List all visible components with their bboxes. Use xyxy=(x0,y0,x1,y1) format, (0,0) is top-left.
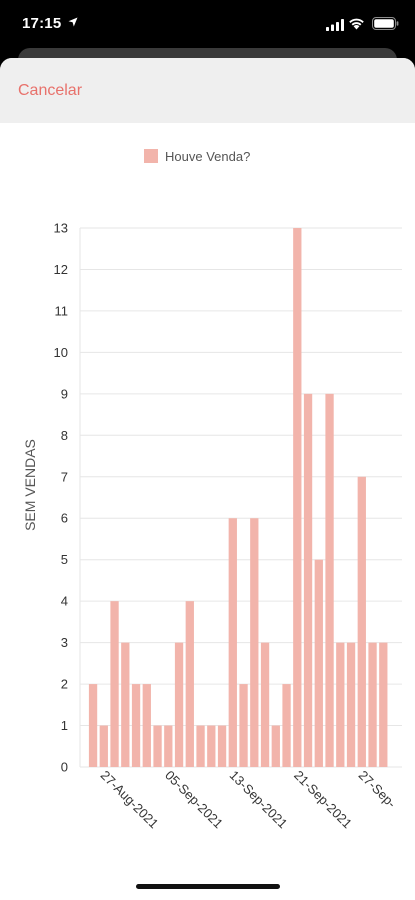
y-tick-label: 7 xyxy=(61,469,68,484)
bar[interactable] xyxy=(282,684,291,767)
x-axis-ticks: 27-Aug-2021 05-Sep-2021 13-Sep-2021 21-Sep-… xyxy=(98,768,399,832)
bar[interactable] xyxy=(250,518,259,767)
cancel-button[interactable]: Cancelar xyxy=(18,82,83,99)
battery-icon xyxy=(372,17,399,30)
y-tick-label: 3 xyxy=(61,635,68,650)
status-time: 17:15 xyxy=(22,15,62,32)
bar[interactable] xyxy=(99,725,108,767)
bar[interactable] xyxy=(88,684,98,767)
legend-swatch xyxy=(144,149,158,163)
bar[interactable] xyxy=(293,228,302,767)
bar[interactable] xyxy=(346,642,356,767)
y-tick-label: 11 xyxy=(55,303,69,318)
bar[interactable] xyxy=(164,725,173,767)
bar[interactable] xyxy=(207,725,216,767)
bar[interactable] xyxy=(379,642,388,767)
x-tick-label: 27-Sep- xyxy=(356,768,399,811)
y-tick-label: 4 xyxy=(61,594,68,609)
bar[interactable] xyxy=(121,642,130,767)
sheet-header: Cancelar xyxy=(0,58,415,123)
y-tick-label: 13 xyxy=(54,221,68,236)
y-tick-label: 2 xyxy=(61,677,68,692)
bar[interactable] xyxy=(303,393,313,767)
y-axis-label: SEM VENDAS xyxy=(22,439,38,531)
y-tick-label: 6 xyxy=(61,511,68,526)
bar[interactable] xyxy=(368,642,377,767)
bar[interactable] xyxy=(228,518,237,767)
y-tick-label: 1 xyxy=(61,718,68,733)
bar[interactable] xyxy=(357,476,366,767)
modal-sheet: Cancelar 0 1 2 3 4 5 6 7 8 9 10 11 12 13 27-Aug-2021 0… xyxy=(0,58,415,900)
bar[interactable] xyxy=(110,601,119,767)
y-tick-label: 5 xyxy=(61,552,68,567)
y-tick-label: 9 xyxy=(61,386,68,401)
bar[interactable] xyxy=(336,642,345,767)
x-tick-label: 05-Sep-2021 xyxy=(162,768,226,832)
bar[interactable] xyxy=(185,601,194,767)
x-tick-label: 13-Sep-2021 xyxy=(227,768,291,832)
x-tick-label: 21-Sep-2021 xyxy=(291,768,355,832)
legend-label: Houve Venda? xyxy=(165,149,250,164)
chart-bars xyxy=(88,228,388,767)
cellular-signal-icon xyxy=(326,19,344,31)
bar[interactable] xyxy=(153,725,162,767)
x-tick-label: 27-Aug-2021 xyxy=(98,768,162,832)
bar[interactable] xyxy=(131,684,141,767)
home-indicator xyxy=(136,884,280,889)
bar[interactable] xyxy=(217,725,227,767)
bar[interactable] xyxy=(260,642,270,767)
y-tick-label: 12 xyxy=(54,262,68,277)
bar[interactable] xyxy=(196,725,205,767)
wifi-icon xyxy=(349,18,364,30)
bar[interactable] xyxy=(239,684,248,767)
bar[interactable] xyxy=(325,393,334,767)
location-arrow-icon xyxy=(68,17,78,27)
y-tick-label: 0 xyxy=(61,760,68,775)
bar[interactable] xyxy=(174,642,184,767)
y-tick-label: 8 xyxy=(61,428,68,443)
bar[interactable] xyxy=(142,684,151,767)
bar[interactable] xyxy=(271,725,280,767)
bar[interactable] xyxy=(314,559,323,767)
chart-legend: Houve Venda? xyxy=(144,149,250,164)
y-tick-label: 10 xyxy=(54,345,68,360)
status-bar: 17:15 xyxy=(0,0,415,50)
